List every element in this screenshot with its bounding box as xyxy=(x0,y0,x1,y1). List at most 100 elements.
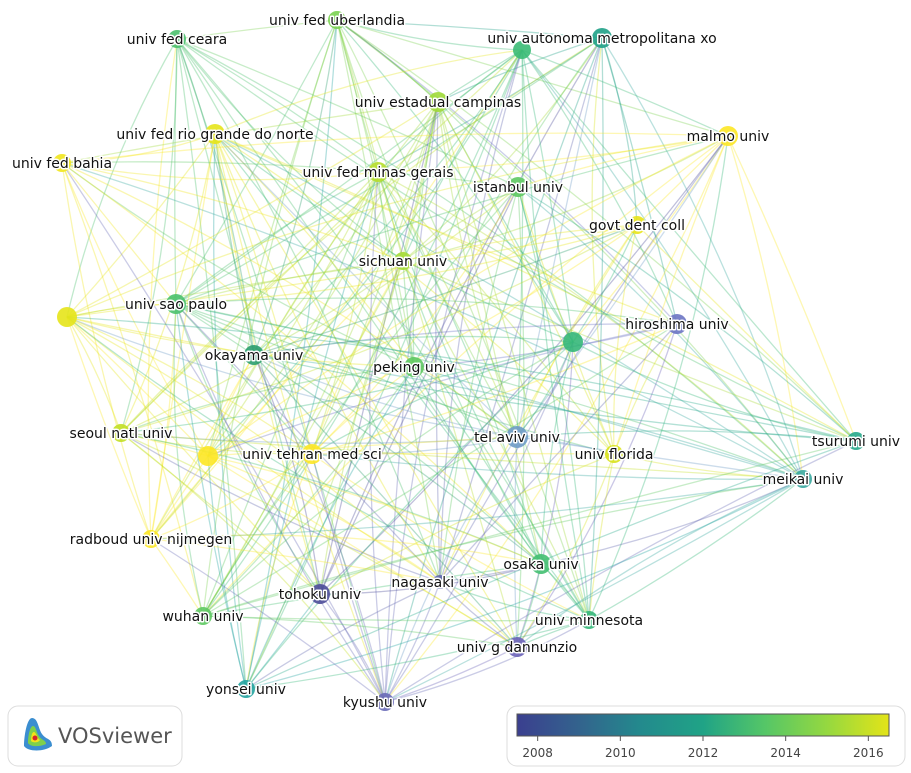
edge xyxy=(202,186,519,617)
node xyxy=(198,446,218,466)
edge xyxy=(413,323,678,368)
edge xyxy=(173,303,204,617)
edge xyxy=(66,316,321,595)
edge xyxy=(175,135,729,305)
edge xyxy=(150,133,216,540)
node xyxy=(513,41,531,59)
edge xyxy=(175,224,638,305)
edge xyxy=(214,133,313,455)
edge xyxy=(245,101,439,690)
edge xyxy=(120,341,574,434)
node xyxy=(194,607,212,625)
edge xyxy=(176,38,404,262)
edge xyxy=(207,455,518,648)
node xyxy=(237,680,255,698)
edge xyxy=(61,162,386,703)
edge xyxy=(311,186,519,455)
edge xyxy=(245,593,321,690)
edge xyxy=(61,162,204,617)
edge xyxy=(150,538,441,583)
edge xyxy=(61,162,804,480)
edge xyxy=(202,171,379,617)
edge xyxy=(588,453,615,621)
edge xyxy=(175,171,379,305)
edge xyxy=(253,323,678,356)
edge xyxy=(66,38,178,318)
edge xyxy=(214,133,678,325)
edge xyxy=(311,453,804,480)
edge xyxy=(202,478,804,617)
edge xyxy=(439,224,638,583)
edge xyxy=(214,133,441,583)
edge xyxy=(175,303,857,442)
edge xyxy=(516,49,524,438)
edge xyxy=(214,49,523,135)
edge xyxy=(66,316,590,621)
edge xyxy=(516,430,857,442)
node xyxy=(563,332,583,352)
edge xyxy=(207,49,523,457)
edge xyxy=(311,436,518,456)
edge xyxy=(336,19,441,583)
node xyxy=(506,426,528,448)
edge xyxy=(207,19,338,457)
edge xyxy=(202,440,857,617)
edge xyxy=(214,133,857,442)
edge xyxy=(319,37,603,595)
node xyxy=(302,444,322,464)
edge xyxy=(384,646,518,703)
edge xyxy=(207,135,729,457)
node-label: hiroshima univ xyxy=(625,317,728,333)
edge xyxy=(439,49,523,583)
edge xyxy=(150,101,439,540)
node-label: govt dent coll xyxy=(589,218,685,234)
edge xyxy=(253,354,386,703)
edge xyxy=(437,101,615,455)
node xyxy=(718,126,738,146)
edge xyxy=(120,224,638,434)
node xyxy=(376,693,394,711)
edge xyxy=(150,49,523,540)
edge xyxy=(377,49,523,173)
edge xyxy=(253,354,542,565)
edge xyxy=(413,366,542,565)
edge xyxy=(377,171,590,621)
node xyxy=(605,445,623,463)
colorbar-tick-label: 2012 xyxy=(688,746,719,760)
edge xyxy=(176,38,321,595)
edge xyxy=(214,133,804,480)
node xyxy=(142,530,160,548)
edge xyxy=(245,619,590,690)
edge xyxy=(588,478,804,621)
edge xyxy=(516,323,678,648)
node xyxy=(166,294,186,314)
edge xyxy=(61,162,177,305)
edge xyxy=(516,135,729,438)
node-label: univ tehran med sci xyxy=(242,447,381,463)
edge xyxy=(245,19,338,690)
node-label: univ minnesota xyxy=(535,613,643,629)
edge xyxy=(516,341,574,438)
edge xyxy=(214,133,415,368)
edge xyxy=(517,186,574,343)
edge xyxy=(174,38,178,305)
edge xyxy=(202,135,729,617)
edge xyxy=(175,37,603,305)
edge xyxy=(175,303,441,583)
edge xyxy=(402,49,523,262)
node-label: nagasaki univ xyxy=(391,575,488,591)
edge xyxy=(439,186,519,583)
edge xyxy=(521,49,590,621)
edge xyxy=(517,186,857,442)
edge xyxy=(516,478,804,648)
edge xyxy=(202,101,439,617)
edge xyxy=(413,37,603,368)
edge xyxy=(588,135,729,621)
node-label: yonsei univ xyxy=(206,682,286,698)
edge xyxy=(66,133,216,318)
edge xyxy=(120,49,523,434)
edge xyxy=(202,563,542,617)
edge xyxy=(336,19,678,325)
edge xyxy=(439,581,518,648)
edge xyxy=(516,341,574,648)
